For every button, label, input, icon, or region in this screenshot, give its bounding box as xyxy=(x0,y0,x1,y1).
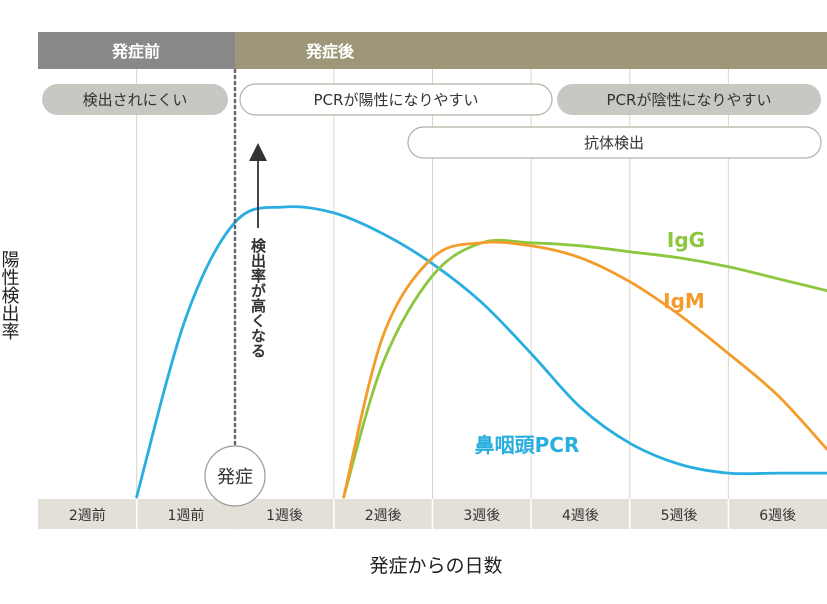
y-axis-label: 陽性検出率 xyxy=(0,250,20,340)
header-before-bar xyxy=(38,32,235,69)
pill-antibody xyxy=(407,126,822,159)
pill-pcr-positive-label: PCRが陽性になりやすい xyxy=(314,91,479,109)
x-tick-label: 2週後 xyxy=(365,508,402,524)
header-before-label: 発症前 xyxy=(111,42,160,61)
pill-pcr-negative xyxy=(557,84,821,115)
pill-pcr-negative-label: PCRが陰性になりやすい xyxy=(607,91,772,109)
onset-marker-label: 発症 xyxy=(217,467,253,488)
series-line-pcr xyxy=(135,205,827,499)
pill-pcr-positive xyxy=(239,83,553,116)
pill-before-onset xyxy=(42,84,228,115)
header-after-label: 発症後 xyxy=(305,42,355,61)
pill-before-onset-label: 検出されにくい xyxy=(83,91,188,109)
x-axis-label: 発症からの日数 xyxy=(369,555,502,577)
x-tick-label: 3週後 xyxy=(463,508,500,524)
series-line-igm xyxy=(342,240,827,499)
x-tick-label: 1週前 xyxy=(167,507,204,524)
x-tick-labels: 2週前 1週前 1週後 2週後 3週後 4週後 5週後 6週後 xyxy=(69,499,796,529)
pill-antibody-label: 抗体検出 xyxy=(584,134,644,152)
x-tick-label: 5週後 xyxy=(661,508,698,524)
onset-marker xyxy=(204,445,266,507)
x-tick-label: 2週前 xyxy=(69,507,106,524)
x-tick-label: 6週後 xyxy=(759,508,796,524)
series-label-igg: IgG xyxy=(667,228,705,252)
detection-arrow-label: 検出率が高くなる xyxy=(249,237,267,358)
series-line-igg xyxy=(342,238,827,499)
x-tick-label: 4週後 xyxy=(562,508,599,524)
series-label-pcr: 鼻咽頭PCR xyxy=(475,433,580,457)
series-lines xyxy=(135,205,827,499)
header-after-bar xyxy=(235,32,827,69)
series-label-igm: IgM xyxy=(663,289,705,313)
x-tick-label: 1週後 xyxy=(266,508,303,524)
